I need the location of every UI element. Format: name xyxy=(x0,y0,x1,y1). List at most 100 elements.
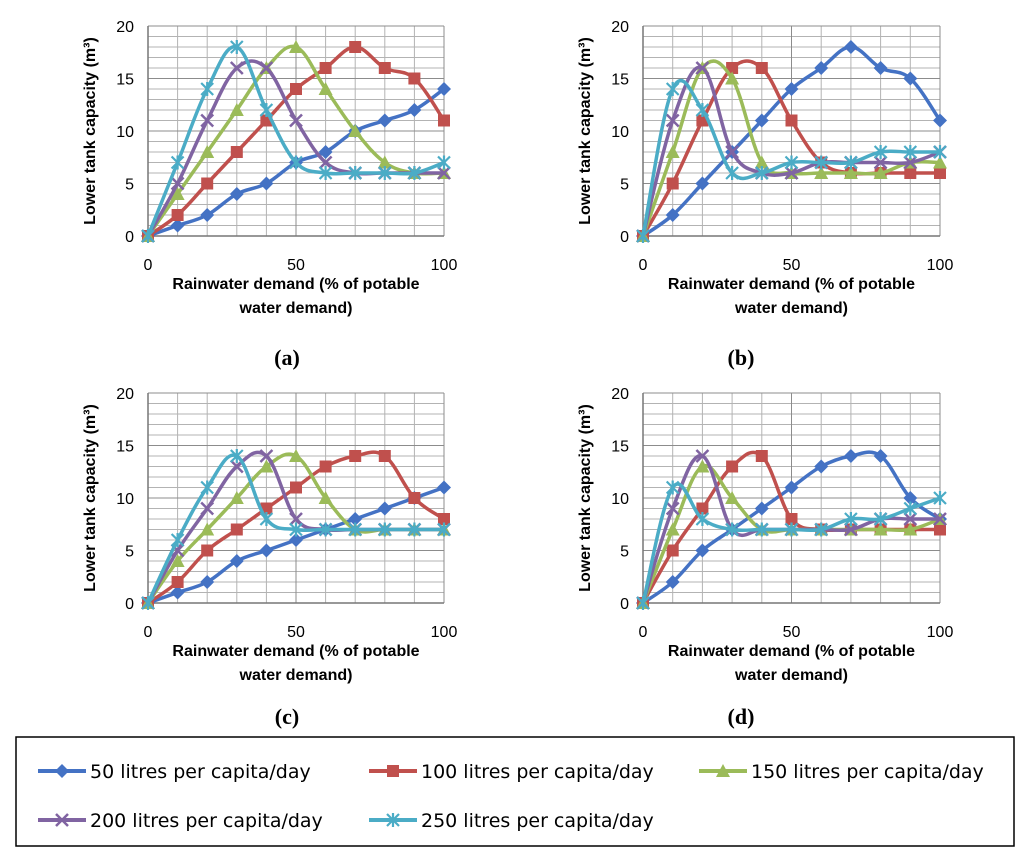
data-point xyxy=(784,82,799,96)
data-point xyxy=(230,40,244,54)
data-point xyxy=(725,71,740,85)
data-point xyxy=(695,176,710,191)
panel-label: (c) xyxy=(275,704,299,729)
data-point xyxy=(636,229,650,243)
data-point xyxy=(903,155,918,170)
x-axis-title-line2: water demand) xyxy=(239,667,353,684)
data-point xyxy=(289,449,303,462)
data-point xyxy=(407,522,422,537)
data-point xyxy=(200,522,215,536)
legend-item-s200: 200 litres per capita/day xyxy=(38,810,323,832)
data-point xyxy=(229,491,244,504)
data-point xyxy=(933,512,947,526)
chart-panel-d: 0 5 10 15 20 0 50 100 Rainwater demand (% of pot… xyxy=(577,386,953,729)
data-point xyxy=(290,481,302,494)
data-point xyxy=(170,187,185,200)
data-point xyxy=(259,61,274,75)
data-point xyxy=(408,72,421,85)
data-point xyxy=(438,513,450,525)
data-point xyxy=(844,522,858,537)
data-point xyxy=(438,114,450,127)
data-point xyxy=(844,512,858,526)
data-point xyxy=(725,166,739,180)
data-point xyxy=(695,543,710,558)
x-tick-label: 50 xyxy=(783,624,801,641)
data-point xyxy=(319,460,332,473)
y-axis-title: Lower tank capacity (m³) xyxy=(577,404,594,592)
legend-label: 150 litres per capita/day xyxy=(751,761,984,783)
y-tick-label: 15 xyxy=(116,439,134,456)
data-point xyxy=(437,522,451,537)
panel-label: (d) xyxy=(728,704,755,729)
data-point xyxy=(726,460,739,473)
data-point xyxy=(666,177,679,190)
x-axis-title: Rainwater demand (% of potable xyxy=(668,276,915,293)
data-point xyxy=(814,166,829,179)
x-axis-title-line2: water demand) xyxy=(734,300,848,317)
data-point xyxy=(318,155,333,170)
data-point xyxy=(784,155,799,170)
y-tick-label: 10 xyxy=(116,124,134,141)
data-point xyxy=(378,522,392,537)
legend-label: 100 litres per capita/day xyxy=(421,761,654,783)
x-tick-label: 0 xyxy=(639,624,648,641)
x-tick-label: 100 xyxy=(431,624,458,641)
data-point xyxy=(696,502,709,515)
data-point xyxy=(636,596,650,610)
y-tick-label: 5 xyxy=(125,177,134,194)
data-point xyxy=(408,492,421,504)
series-line xyxy=(641,79,942,238)
data-point xyxy=(784,166,799,180)
y-tick-label: 10 xyxy=(116,491,134,508)
y-tick-label: 20 xyxy=(611,386,629,403)
data-point xyxy=(903,501,918,516)
data-point xyxy=(318,166,333,180)
chart-panel-b: 0 5 10 15 20 0 50 100 Rainwater demand (% of pot… xyxy=(577,19,953,370)
y-tick-label: 0 xyxy=(620,229,629,246)
data-point xyxy=(170,176,185,191)
series-s100 xyxy=(142,41,450,242)
x-axis-title-line2: water demand) xyxy=(734,667,848,684)
data-point xyxy=(755,166,769,180)
data-point xyxy=(318,82,333,95)
x-tick-label: 100 xyxy=(927,257,954,274)
data-point xyxy=(407,166,422,180)
data-point xyxy=(170,155,185,170)
legend-marker xyxy=(55,764,69,778)
legend: 50 litres per capita/day 100 litres per c… xyxy=(15,736,1015,847)
y-tick-label: 5 xyxy=(620,544,629,561)
series-line xyxy=(641,482,942,605)
data-point xyxy=(141,229,155,243)
x-tick-label: 50 xyxy=(287,257,305,274)
data-point xyxy=(437,82,451,96)
data-point xyxy=(319,62,332,74)
data-point xyxy=(933,491,947,505)
x-axis-title: Rainwater demand (% of potable xyxy=(172,643,419,660)
y-tick-label: 15 xyxy=(611,439,629,456)
y-tick-label: 20 xyxy=(116,19,134,36)
y-axis-title: Lower tank capacity (m³) xyxy=(82,404,99,592)
data-point xyxy=(170,585,185,600)
data-point xyxy=(695,512,710,526)
data-point xyxy=(814,522,828,537)
y-tick-label: 0 xyxy=(620,596,629,613)
data-point xyxy=(259,459,274,473)
legend-item-s50: 50 litres per capita/day xyxy=(38,761,311,783)
data-point xyxy=(200,480,214,495)
x-tick-label: 0 xyxy=(144,624,153,641)
series-s250 xyxy=(141,449,451,610)
data-point xyxy=(378,450,391,462)
data-point xyxy=(843,166,858,179)
chart-panel-c: 0 5 10 15 20 0 50 100 Rainwater demand (% of pot… xyxy=(82,386,457,729)
data-point xyxy=(934,167,946,179)
data-point xyxy=(784,480,799,495)
legend-label: 50 litres per capita/day xyxy=(90,761,311,783)
data-point xyxy=(377,113,392,128)
data-point xyxy=(934,523,946,536)
series-line xyxy=(641,65,942,238)
panel-label: (a) xyxy=(274,345,300,370)
data-point xyxy=(873,155,888,170)
data-point xyxy=(754,113,769,128)
